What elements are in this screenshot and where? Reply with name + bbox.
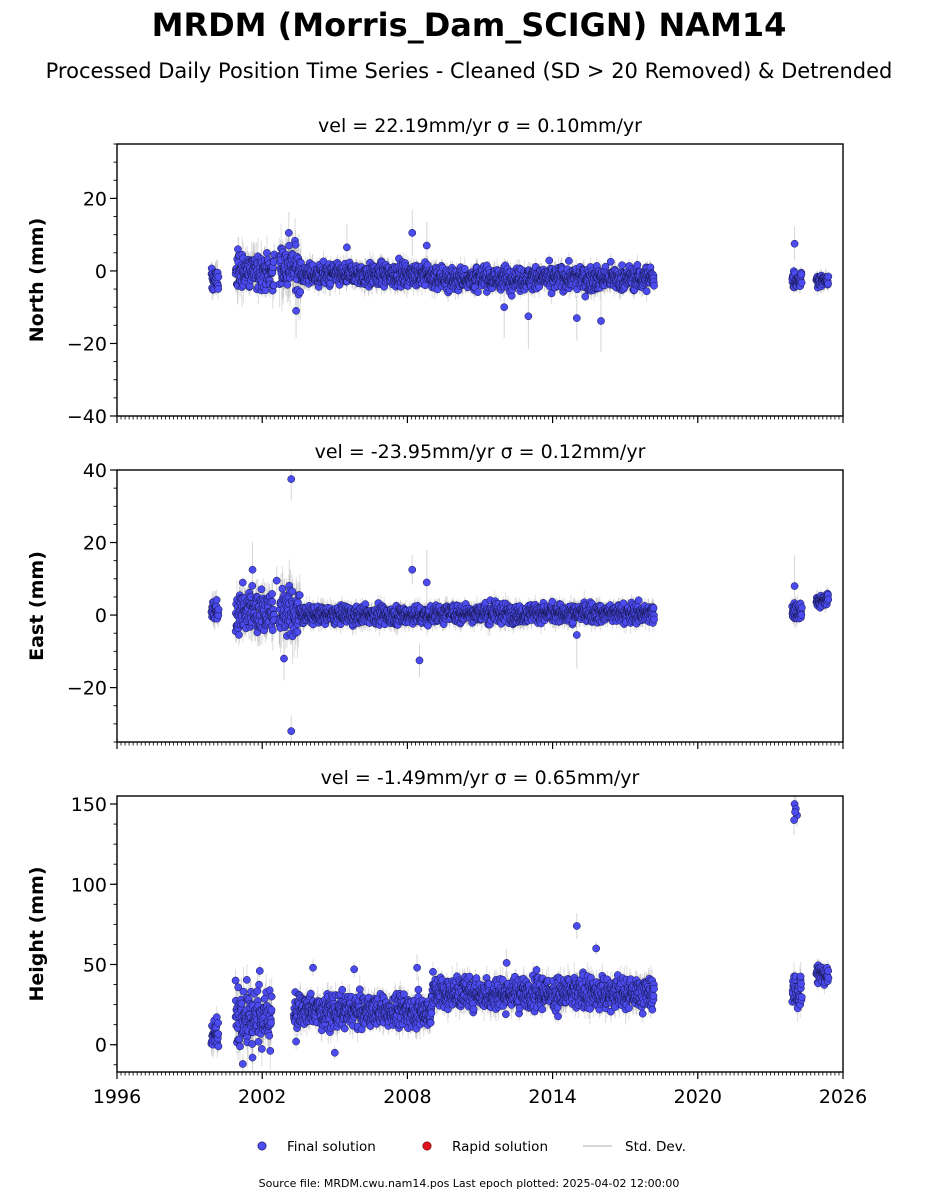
data-point-outlier: [572, 314, 581, 322]
data-point: [545, 256, 554, 265]
data-point: [642, 287, 651, 296]
data-point: [824, 279, 832, 288]
data-point: [296, 288, 305, 296]
data-point-outlier: [284, 229, 293, 237]
panel-east-title: vel = -23.95mm/yr σ = 0.12mm/yr: [315, 441, 646, 463]
ytick-label: −20: [67, 333, 107, 355]
ytick-label: −40: [67, 406, 107, 428]
data-point: [214, 285, 223, 293]
data-point-outlier: [422, 241, 431, 250]
data-point: [460, 264, 469, 273]
figure-subtitle: Processed Daily Position Time Series - C…: [46, 59, 893, 83]
data-point: [283, 280, 292, 289]
data-point: [824, 272, 833, 281]
data-point-outlier: [292, 306, 300, 315]
figure-title: MRDM (Morris_Dam_SCIGN) NAM14: [152, 6, 787, 44]
data-point: [581, 292, 590, 301]
data-point-outlier: [408, 229, 417, 237]
data-point: [565, 257, 573, 265]
panels-container: vel = 22.19mm/yr σ = 0.10mm/yr North (mm)…: [26, 115, 867, 1108]
panel-north: vel = 22.19mm/yr σ = 0.10mm/yr North (mm)…: [26, 115, 844, 428]
panel-north-points: [207, 229, 833, 325]
panel-east-ylabel: East (mm): [26, 551, 48, 661]
data-point: [650, 281, 658, 290]
data-point: [618, 261, 626, 270]
data-point: [547, 289, 556, 298]
panel-east: vel = -23.95mm/yr σ = 0.12mm/yr East (mm)…: [26, 441, 844, 749]
data-point-outlier: [524, 312, 533, 321]
data-point: [633, 261, 642, 269]
data-point-outlier: [597, 317, 605, 325]
ytick-label: 0: [95, 261, 107, 283]
data-point-outlier: [500, 303, 509, 312]
panel-north-ylabel: North (mm): [26, 218, 48, 343]
data-point: [285, 241, 293, 250]
panel-north-title: vel = 22.19mm/yr σ = 0.10mm/yr: [318, 115, 642, 137]
data-point: [797, 270, 806, 279]
data-point-outlier: [790, 239, 799, 248]
data-point-outlier: [343, 243, 351, 252]
data-point: [263, 249, 271, 257]
data-point: [606, 257, 615, 266]
data-point: [474, 288, 482, 297]
data-point: [797, 278, 806, 287]
data-point: [291, 240, 300, 249]
ytick-label: 20: [83, 188, 107, 210]
data-point: [214, 273, 223, 281]
